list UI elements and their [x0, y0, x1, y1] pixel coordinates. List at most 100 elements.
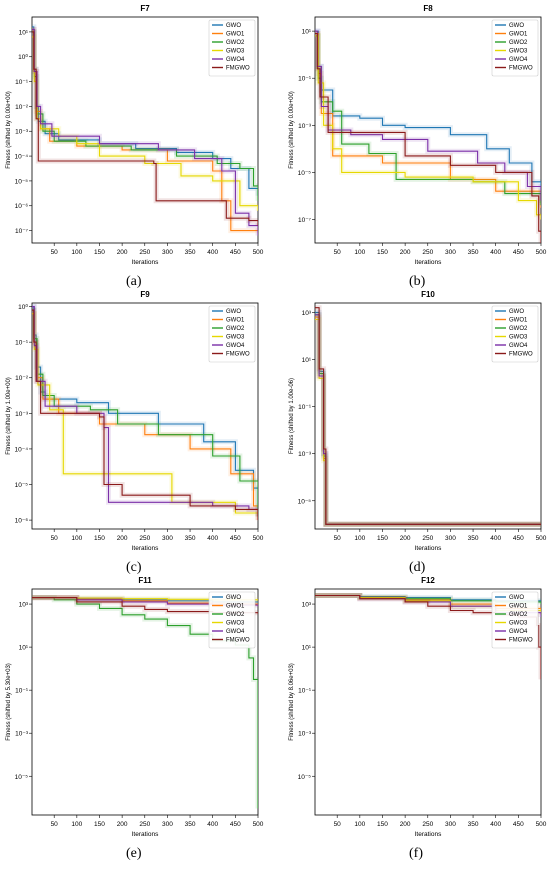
x-tick-label: 300 [162, 821, 173, 828]
legend-label-gwo4: GWO4 [226, 57, 245, 63]
legend-label-gwo2: GWO2 [226, 40, 245, 46]
x-axis-label: Iterations [132, 259, 159, 266]
x-tick-label: 350 [468, 249, 479, 256]
caption-a: (a) [126, 274, 142, 289]
y-tick-label: 10⁻¹ [15, 340, 29, 347]
series-line-fmgwo [315, 307, 541, 525]
caption-f: (f) [409, 846, 423, 861]
caption-d: (d) [409, 560, 426, 575]
y-tick-label: 10¹ [19, 29, 29, 36]
legend-label-gwo: GWO [509, 23, 524, 29]
x-tick-label: 250 [422, 535, 433, 542]
series-line-gwo3 [315, 35, 541, 220]
y-tick-label: 10⁰ [18, 53, 28, 61]
x-tick-label: 250 [139, 535, 150, 542]
y-tick-label: 10⁻⁴ [15, 446, 29, 453]
legend-label-gwo2: GWO2 [226, 612, 245, 618]
x-tick-label: 250 [139, 821, 150, 828]
series-line-fmgwo [315, 32, 541, 243]
y-tick-label: 10³ [302, 602, 312, 609]
legend-label-gwo2: GWO2 [509, 612, 528, 618]
x-tick-label: 50 [51, 249, 59, 256]
x-tick-label: 50 [334, 249, 342, 256]
x-tick-label: 450 [513, 535, 524, 542]
x-tick-label: 500 [536, 535, 547, 542]
x-tick-label: 450 [230, 821, 241, 828]
legend-label-gwo4: GWO4 [226, 629, 245, 635]
y-axis-label: Fitness (shifted by 0.00e+00) [289, 91, 295, 169]
x-tick-label: 300 [445, 821, 456, 828]
x-tick-label: 100 [71, 821, 82, 828]
x-tick-label: 100 [71, 249, 82, 256]
legend: GWO GWO1 GWO2 GWO3 GWO4 FMGWO [491, 305, 539, 363]
x-tick-label: 100 [354, 249, 365, 256]
y-tick-label: 10⁻⁵ [298, 498, 312, 505]
y-tick-label: 10¹ [302, 645, 312, 652]
caption-c: (c) [126, 560, 142, 575]
chart-panel-f10: F10 50 100 150 200 250 300 350 400 450 500 Iteratio… [289, 290, 547, 552]
x-tick-label: 300 [445, 249, 456, 256]
y-tick-label: 10⁻⁵ [298, 774, 312, 781]
x-tick-label: 450 [230, 535, 241, 542]
chart-title: F11 [138, 576, 152, 585]
y-tick-label: 10⁻⁵ [15, 774, 29, 781]
legend: GWO GWO1 GWO2 GWO3 GWO4 FMGWO [491, 19, 539, 77]
y-tick-label: 10³ [302, 310, 312, 317]
legend: GWO GWO1 GWO2 GWO3 GWO4 FMGWO [208, 591, 256, 649]
y-axis-label: Fitness (shifted by 8.06e+03) [289, 663, 295, 741]
legend-label-gwo1: GWO1 [509, 32, 528, 38]
x-tick-label: 100 [354, 535, 365, 542]
x-tick-label: 450 [513, 249, 524, 256]
y-tick-label: 10⁻² [15, 375, 29, 382]
y-tick-label: 10⁻¹ [298, 404, 312, 411]
y-tick-label: 10⁻³ [15, 731, 29, 738]
x-tick-label: 150 [377, 821, 388, 828]
y-tick-label: 10¹ [302, 357, 312, 364]
x-tick-label: 200 [400, 249, 411, 256]
legend-label-gwo: GWO [509, 595, 524, 601]
series-line-gwo4 [32, 28, 258, 236]
x-tick-label: 300 [445, 535, 456, 542]
legend-label-gwo1: GWO1 [226, 604, 245, 610]
caption-e: (e) [126, 846, 142, 861]
x-axis-label: Iterations [415, 831, 442, 838]
series-group [315, 28, 541, 243]
x-tick-label: 150 [377, 249, 388, 256]
legend-label-gwo3: GWO3 [509, 335, 528, 341]
y-tick-label: 10⁻³ [298, 451, 312, 458]
series-line-gwo1 [315, 32, 541, 208]
x-tick-label: 100 [71, 535, 82, 542]
y-tick-label: 10⁻³ [15, 129, 29, 136]
chart-panel-f7: F7 50 100 150 200 250 300 350 400 450 500 Iteration… [6, 4, 264, 266]
x-axis-label: Iterations [132, 831, 159, 838]
legend-label-gwo3: GWO3 [226, 49, 245, 55]
legend-label-fmgwo: FMGWO [226, 66, 250, 72]
series-group [32, 24, 258, 236]
y-tick-label: 10⁰ [18, 303, 28, 311]
chart-title: F10 [421, 290, 435, 299]
x-tick-label: 50 [334, 821, 342, 828]
x-tick-label: 50 [51, 821, 59, 828]
y-tick-label: 10⁻⁷ [298, 217, 312, 224]
legend: GWO GWO1 GWO2 GWO3 GWO4 FMGWO [491, 591, 539, 649]
chart-panel-f9: F9 50 100 150 200 250 300 350 400 450 500 Iteration… [6, 290, 264, 552]
y-tick-label: 10⁻³ [298, 123, 312, 130]
x-tick-label: 500 [253, 249, 264, 256]
x-tick-label: 500 [253, 821, 264, 828]
legend-label-fmgwo: FMGWO [226, 352, 250, 358]
legend-label-gwo4: GWO4 [509, 629, 528, 635]
series-group [32, 304, 258, 521]
series-line-fmgwo [32, 31, 258, 226]
legend-label-gwo: GWO [226, 309, 241, 315]
y-tick-label: 10⁻¹ [15, 79, 29, 86]
x-tick-label: 400 [207, 821, 218, 828]
legend-label-gwo2: GWO2 [509, 40, 528, 46]
y-tick-label: 10⁻⁶ [15, 518, 29, 525]
legend-label-fmgwo: FMGWO [226, 638, 250, 644]
legend-label-gwo3: GWO3 [226, 621, 245, 627]
x-tick-label: 50 [334, 535, 342, 542]
legend-label-gwo4: GWO4 [509, 57, 528, 63]
y-tick-label: 10⁻⁷ [15, 228, 29, 235]
y-axis-label: Fitness (shifted by 5.30e+03) [6, 663, 12, 741]
x-tick-label: 200 [400, 821, 411, 828]
